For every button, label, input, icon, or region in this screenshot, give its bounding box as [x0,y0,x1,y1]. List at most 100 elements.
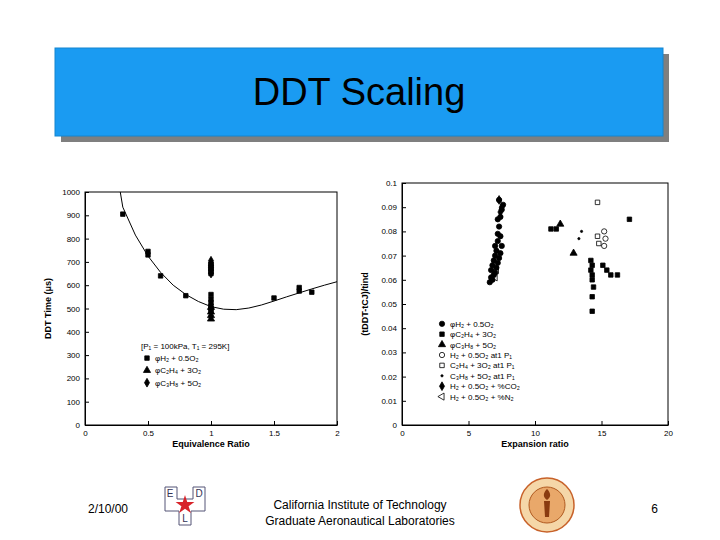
point [557,220,564,226]
y-tick-label: 0.09 [381,203,397,212]
x-tick-label: 5 [467,429,472,438]
y-tick: 500 [67,305,89,314]
point [595,234,599,238]
legend-label: φH₂ + 0.5O₂ [155,354,199,363]
x-axis: 05101520 [400,421,673,438]
point [207,315,214,321]
y-tick-label: 0.07 [381,252,397,261]
point [602,243,607,248]
y-tick-mark [402,207,406,208]
x-tick-mark [535,421,536,425]
point [498,251,503,256]
x-tick-label: 1.5 [269,429,281,438]
point [498,234,503,239]
y-tick: 800 [67,235,89,244]
point [310,290,314,294]
point [589,268,593,272]
x-tick-mark [668,421,669,425]
y-tick-mark [85,332,89,333]
y-tick: 400 [67,328,89,337]
y-tick-mark [85,402,89,403]
y-tick: 0.07 [381,252,406,261]
seal-outer [520,478,574,532]
y-tick: 0.01 [381,397,406,406]
y-tick: 200 [67,374,89,383]
point [492,267,498,274]
point [597,241,601,245]
legend-label: φC₃H₈ + 5O₂ [450,341,496,350]
legend-label: φC₂H₄ + 3O₂ [155,366,201,375]
legend-label: φC₃H₈ + 5O₂ [155,379,201,388]
point [590,309,594,313]
y-tick: 0.02 [381,373,406,382]
fit-curve [120,192,337,310]
point [590,273,594,277]
plot-frame [402,183,668,425]
x-tick-mark [337,421,338,425]
background [0,0,720,540]
y-tick-label: 0.05 [381,300,397,309]
chart: 0510152000.010.020.030.040.050.060.070.0… [360,179,673,449]
x-tick-label: 10 [531,429,540,438]
point [570,249,577,255]
footer-page: 6 [651,502,658,516]
x-tick: 10 [531,421,540,438]
y-tick: 0.09 [381,203,406,212]
x-tick: 2 [335,421,340,438]
point [601,263,605,267]
y-tick-mark [85,355,89,356]
plot-area [120,192,337,321]
legend-marker [439,382,444,391]
y-tick: 0.08 [381,227,406,236]
point [499,243,504,248]
point [603,236,608,241]
y-tick: 700 [67,258,89,267]
point [208,269,213,278]
point [121,212,125,216]
y-tick: 1000 [62,188,89,197]
y-tick-mark [85,309,89,310]
x-tick-label: 0 [83,429,88,438]
y-tick-mark [85,262,89,263]
seal-torch [544,489,550,517]
legend-label: C₃H₈ + 5O₂ at1 P₁ [450,372,515,381]
y-tick: 0.03 [381,348,406,357]
legend: φH₂ + 0.5O₂φC₂H₄ + 3O₂φC₃H₈ + 5O₂H₂ + 0.… [438,320,520,402]
legend-marker [441,375,443,377]
y-tick-mark [85,215,89,216]
x-tick-label: 20 [664,429,673,438]
y-tick-label: 0.06 [381,276,397,285]
point [272,296,276,300]
legend-label: H₂ + 0.5O₂ at1 P₁ [450,351,512,360]
x-tick: 15 [598,421,607,438]
y-tick-label: 900 [67,211,81,220]
y-tick: 300 [67,351,89,360]
point [499,203,504,212]
point [496,224,501,229]
point [590,295,594,299]
footer-institution: Graduate Aeronautical Laboratories [265,514,454,528]
legend-label: φH₂ + 0.5O₂ [450,320,494,329]
x-tick-mark [274,421,275,425]
y-tick-mark [402,280,406,281]
logo-letter: E [167,488,174,499]
y-axis-title: DDT Time (μs) [43,278,53,339]
legend-label: H₂ + 0.5O₂ + %N₂ [450,393,514,402]
plot-area [487,196,632,314]
point [615,273,619,277]
logo-star [176,495,195,513]
legend-label: φC₂H₄ + 3O₂ [450,330,496,339]
x-tick-label: 15 [598,429,607,438]
y-tick: 0.06 [381,276,406,285]
legend-header: [P₁ = 100kPa, T₁ = 295K] [141,342,229,351]
point [495,238,500,243]
x-tick: 20 [664,421,673,438]
y-tick: 0.05 [381,300,406,309]
y-tick-mark [85,192,89,193]
x-tick-label: 0.5 [143,429,155,438]
x-tick: 1 [209,421,214,438]
point [554,227,558,231]
y-tick-label: 0 [393,421,398,430]
y-tick-mark [85,285,89,286]
y-tick-label: 0.04 [381,324,397,333]
